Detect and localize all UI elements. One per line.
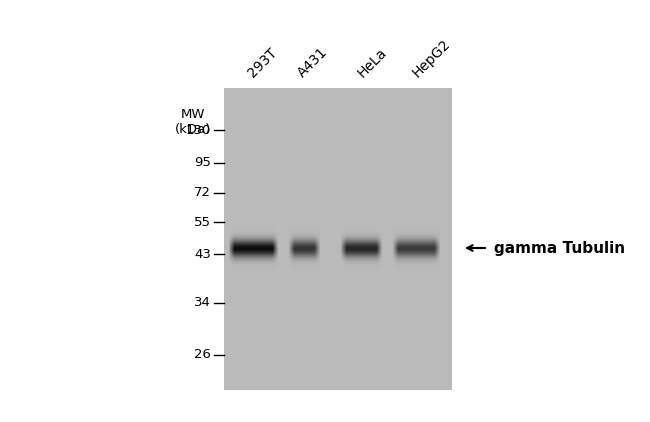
Text: 293T: 293T [245,46,280,80]
Text: 72: 72 [194,187,211,200]
Text: 34: 34 [194,297,211,309]
Text: 130: 130 [186,124,211,136]
Text: 26: 26 [194,349,211,362]
Text: 55: 55 [194,216,211,228]
Text: MW
(kDa): MW (kDa) [175,108,211,136]
Text: HepG2: HepG2 [410,37,454,80]
Text: 43: 43 [194,247,211,260]
Text: HeLa: HeLa [355,45,390,80]
Text: 95: 95 [194,157,211,170]
Text: gamma Tubulin: gamma Tubulin [494,241,625,255]
Text: A431: A431 [295,45,330,80]
